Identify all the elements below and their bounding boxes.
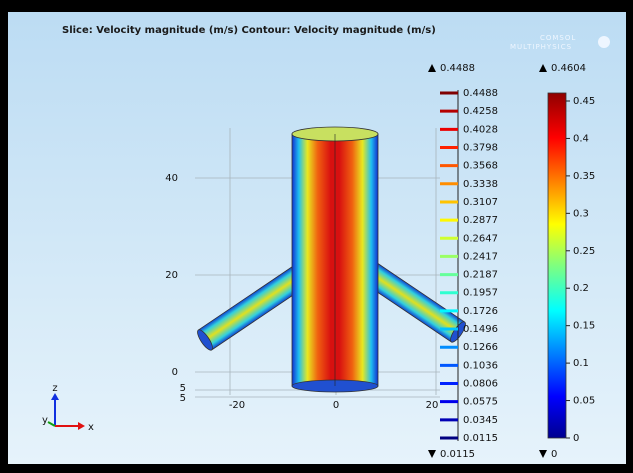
colorbar-tick-label: 0.05 [573,396,595,407]
colorbar-tick-label: 0.35 [573,171,595,182]
contour-level-label: 0.4258 [463,106,498,117]
axis-tick-label: 0 [333,400,339,411]
colorbar-tick-label: 0.15 [573,321,595,332]
contour-level-label: 0.1036 [463,360,498,371]
main-cylinder [292,127,378,392]
colorbar-tick-label: 0.4 [573,133,589,144]
axis-tick-label: 20 [426,400,439,411]
contour-level-label: 0.4488 [463,88,498,99]
contour-level-label: 0.1496 [463,324,498,335]
triad-label: z [52,383,57,394]
contour-max: 0.4488 [440,63,475,74]
contour-level-label: 0.3568 [463,161,498,172]
colorbar-tick-label: 0.1 [573,358,589,369]
contour-level-label: 0.3798 [463,142,498,153]
colorbar-tick-label: 0.2 [573,283,589,294]
axis-tick-label: -20 [229,400,245,411]
slice-colorbar [548,93,566,438]
contour-level-label: 0.4028 [463,124,498,135]
triad-label: y [42,415,48,426]
colorbar-tick-label: 0.25 [573,246,595,257]
contour-level-label: 0.3107 [463,197,498,208]
axis-tick-label: 5 [180,393,186,404]
contour-level-label: 0.2647 [463,233,498,244]
contour-level-label: 0.1957 [463,288,498,299]
colorbar-tick-label: 0.45 [573,96,595,107]
contour-level-label: 0.0345 [463,415,498,426]
axis-tick-label: 40 [165,173,178,184]
plot-title: Slice: Velocity magnitude (m/s) Contour:… [62,25,436,36]
slice-max: 0.4604 [551,63,586,74]
contour-level-label: 0.2187 [463,270,498,281]
contour-level-label: 0.1266 [463,342,498,353]
contour-level-label: 0.2417 [463,251,498,262]
contour-level-label: 0.3338 [463,179,498,190]
slice-min: 0 [551,449,557,460]
logo-text: MULTIPHYSICS [510,43,572,51]
axis-tick-label: 20 [165,270,178,281]
logo-icon [598,36,610,48]
logo-text: COMSOL [540,34,576,42]
contour-level-label: 0.0806 [463,379,498,390]
contour-level-label: 0.1726 [463,306,498,317]
triad-label: x [88,422,94,433]
contour-level-label: 0.0115 [463,433,498,444]
colorbar-tick-label: 0.3 [573,208,589,219]
contour-level-label: 0.2877 [463,215,498,226]
colorbar-tick-label: 0 [573,433,579,444]
contour-min: 0.0115 [440,449,475,460]
contour-level-label: 0.0575 [463,397,498,408]
axis-tick-label: 0 [172,367,178,378]
comsol-graphics-window: Slice: Velocity magnitude (m/s) Contour:… [0,0,633,469]
